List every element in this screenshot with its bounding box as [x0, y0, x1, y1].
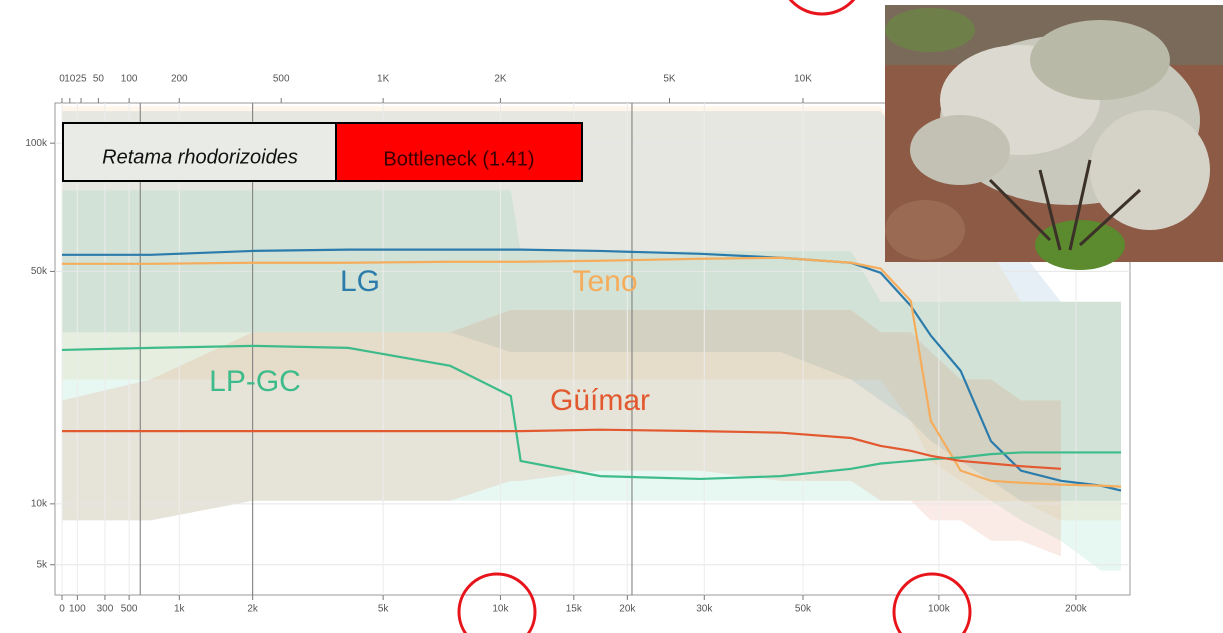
confidence-band [62, 111, 1122, 501]
species-box: Retama rhodorizoides Bottleneck (1.41) [62, 122, 583, 182]
x-tick-label: 30k [696, 604, 713, 615]
x2-tick-label: 100 [121, 74, 138, 85]
series-line [62, 256, 1122, 488]
photo-bush [1030, 20, 1170, 100]
x-tick-label: 500 [121, 604, 138, 615]
x-tick-label: 20k [619, 604, 636, 615]
series-line [61, 344, 1121, 481]
species-name: Retama rhodorizoides [102, 146, 298, 168]
x-tick-label: 5k [378, 604, 390, 615]
x2-tick-label: 500 [273, 74, 290, 85]
highlight-circles [457, 0, 972, 633]
x2-tick-label: 10 [64, 74, 76, 85]
species-cell [62, 122, 337, 182]
y-tick-label: 100k [25, 138, 48, 149]
confidence-band [62, 309, 1061, 557]
series-label: Teno [572, 265, 637, 298]
highlight-circle [892, 572, 972, 633]
x2-tick-label: 50 [93, 74, 105, 85]
series-label: LG [340, 265, 380, 298]
highlight-circle [457, 572, 537, 633]
photo-shrub [885, 8, 975, 52]
x-tick-label: 0 [59, 604, 65, 615]
y-tick-label: 10k [31, 498, 48, 509]
highlight-circle [788, 0, 856, 16]
x-tick-label: 200k [1065, 604, 1088, 615]
series-label: Güímar [550, 384, 650, 417]
y-tick-label: 50k [31, 266, 48, 277]
bands [62, 106, 1122, 571]
x-tick-label: 15k [566, 604, 583, 615]
lines [61, 248, 1122, 492]
x-tick-label: 10k [492, 604, 509, 615]
x2-tick-label: 0 [59, 74, 65, 85]
photo [885, 5, 1223, 270]
x2-tick-label: 200 [171, 74, 188, 85]
photo-rock [885, 200, 965, 260]
x2-tick-label: 25 [75, 74, 87, 85]
x2-tick-label: 10K [794, 74, 812, 85]
x2-tick-label: 2K [494, 74, 507, 85]
x-tick-label: 50k [795, 604, 812, 615]
x-tick-label: 100k [928, 604, 951, 615]
photo-bush [1090, 110, 1210, 230]
photo-bush [910, 115, 1010, 185]
y-tick-label: 5k [36, 559, 48, 570]
series-label: LP-GC [209, 365, 301, 398]
confidence-band [62, 190, 1122, 571]
photo-branches [988, 159, 1142, 251]
x-tick-label: 2k [247, 604, 259, 615]
x-tick-label: 300 [97, 604, 114, 615]
bottleneck-label: Bottleneck (1.41) [383, 148, 534, 170]
x-tick-label: 100 [69, 604, 86, 615]
x-tick-label: 1k [174, 604, 186, 615]
series-line [62, 428, 1061, 470]
x2-tick-label: 1K [377, 74, 390, 85]
confidence-band [62, 106, 1122, 521]
bottleneck-cell [335, 122, 583, 182]
x2-tick-label: 5K [663, 74, 676, 85]
